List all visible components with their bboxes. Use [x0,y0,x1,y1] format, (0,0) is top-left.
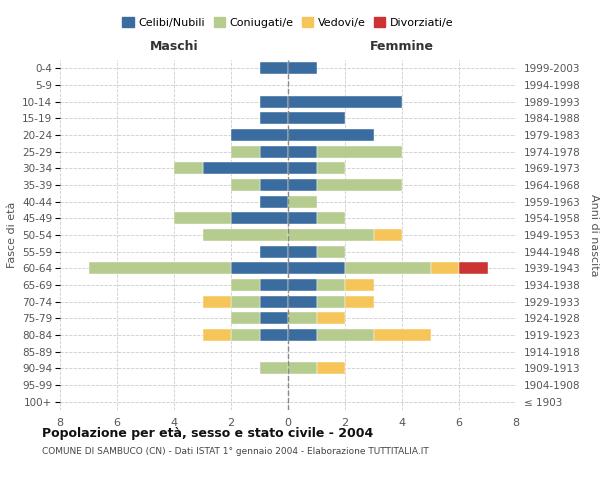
Bar [203,296,231,308]
Bar [317,279,345,291]
Bar [288,362,317,374]
Bar [260,62,288,74]
Bar [288,196,317,207]
Bar [288,179,317,191]
Y-axis label: Fasce di età: Fasce di età [7,202,17,268]
Bar [317,329,373,341]
Bar [231,296,260,308]
Bar [231,262,288,274]
Bar [231,279,260,291]
Bar [288,212,317,224]
Bar [288,62,317,74]
Bar [260,112,288,124]
Bar [288,246,317,258]
Bar [260,296,288,308]
Bar [260,196,288,207]
Bar [203,229,288,241]
Bar [459,262,487,274]
Bar [317,246,345,258]
Text: Maschi: Maschi [149,40,199,52]
Bar [317,146,402,158]
Bar [203,162,288,174]
Bar [288,279,317,291]
Legend: Celibi/Nubili, Coniugati/e, Vedovi/e, Divorziati/e: Celibi/Nubili, Coniugati/e, Vedovi/e, Di… [118,13,458,32]
Bar [288,312,317,324]
Bar [231,179,260,191]
Bar [260,329,288,341]
Bar [260,312,288,324]
Bar [174,162,203,174]
Bar [345,279,373,291]
Text: COMUNE DI SAMBUCO (CN) - Dati ISTAT 1° gennaio 2004 - Elaborazione TUTTITALIA.IT: COMUNE DI SAMBUCO (CN) - Dati ISTAT 1° g… [42,448,429,456]
Bar [288,296,317,308]
Bar [317,362,345,374]
Bar [174,212,231,224]
Bar [231,129,288,141]
Bar [260,279,288,291]
Y-axis label: Anni di nascita: Anni di nascita [589,194,599,276]
Bar [288,129,373,141]
Bar [345,296,373,308]
Bar [260,179,288,191]
Bar [288,112,345,124]
Bar [260,362,288,374]
Bar [260,96,288,108]
Bar [231,312,260,324]
Bar [260,246,288,258]
Text: Femmine: Femmine [370,40,434,52]
Bar [317,162,345,174]
Bar [288,162,317,174]
Bar [345,262,431,274]
Bar [288,262,345,274]
Bar [373,229,402,241]
Bar [288,146,317,158]
Bar [288,96,402,108]
Bar [260,146,288,158]
Bar [317,312,345,324]
Bar [288,229,373,241]
Bar [203,329,231,341]
Bar [231,212,288,224]
Bar [288,329,317,341]
Bar [317,296,345,308]
Bar [431,262,459,274]
Bar [373,329,431,341]
Bar [231,146,260,158]
Text: Popolazione per età, sesso e stato civile - 2004: Popolazione per età, sesso e stato civil… [42,428,373,440]
Bar [89,262,231,274]
Bar [317,212,345,224]
Bar [231,329,260,341]
Bar [317,179,402,191]
